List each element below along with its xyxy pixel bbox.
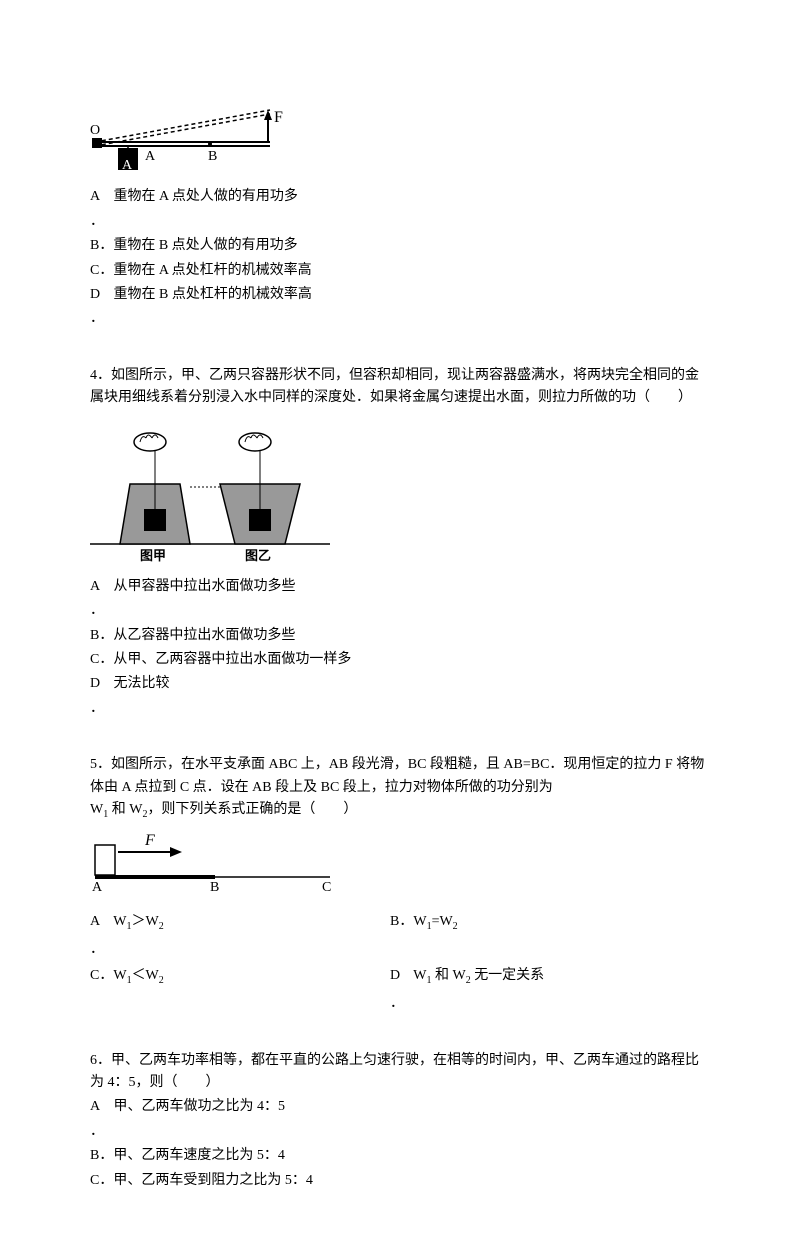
svg-text:A: A: [92, 880, 103, 895]
q6-option-c: C．甲、乙两车受到阻力之比为 5：4: [90, 1170, 710, 1192]
q5-option-a: A W1＞W2: [90, 911, 390, 935]
option-text: 从甲容器中拉出水面做功多些: [114, 579, 296, 594]
q4-figure: 图甲 图乙: [90, 414, 710, 572]
page-content: O A A B F A 重物在 A 点处人做的有用功多 ． B．重物在 B 点处…: [0, 0, 800, 1234]
svg-text:图乙: 图乙: [245, 548, 271, 563]
svg-text:A: A: [145, 149, 156, 164]
q4-option-d: D 无法比较: [90, 673, 710, 695]
option-text: W1 和 W2 无一定关系: [413, 968, 544, 983]
option-label: D: [90, 284, 110, 306]
q5-options-row2: C．W1＜W2 D W1 和 W2 无一定关系: [90, 963, 710, 991]
q3-option-c: C．重物在 A 点处杠杆的机械效率高: [90, 260, 710, 282]
option-label: A: [90, 576, 110, 598]
svg-text:C: C: [322, 880, 331, 895]
q6-stem: 6．甲、乙两车功率相等，都在平直的公路上匀速行驶，在相等的时间内，甲、乙两车通过…: [90, 1050, 710, 1095]
option-label: A: [90, 186, 110, 208]
svg-text:B: B: [208, 149, 217, 164]
option-text: W1＞W2: [113, 914, 163, 929]
q3-option-d-dot: ．: [90, 308, 710, 330]
q3-option-d: D 重物在 B 点处杠杆的机械效率高: [90, 284, 710, 306]
q5-figure: F A B C: [90, 827, 710, 905]
q5-option-c: C．W1＜W2: [90, 965, 390, 989]
svg-text:O: O: [90, 123, 100, 138]
svg-text:B: B: [210, 880, 219, 895]
q4-option-a-dot: ．: [90, 600, 710, 622]
q5-option-d-dot-row: ．: [90, 991, 710, 1017]
option-label: A: [90, 1096, 110, 1118]
option-text: 甲、乙两车做功之比为 4：5: [114, 1099, 286, 1114]
option-label: D: [390, 965, 410, 987]
option-text: 重物在 B 点处杠杆的机械效率高: [114, 287, 312, 302]
q5-stem: 5．如图所示，在水平支承面 ABC 上，AB 段光滑，BC 段粗糙，且 AB=B…: [90, 754, 710, 823]
option-label: D: [90, 673, 110, 695]
svg-text:图甲: 图甲: [140, 548, 166, 563]
svg-text:A: A: [122, 158, 133, 173]
q3-figure: O A A B F: [90, 94, 710, 182]
q6-option-a: A 甲、乙两车做功之比为 4：5: [90, 1096, 710, 1118]
q5-option-d: D W1 和 W2 无一定关系: [390, 965, 710, 989]
svg-text:F: F: [274, 109, 283, 126]
q3-option-a-dot: ．: [90, 211, 710, 233]
q5-option-b: B．W1=W2: [390, 911, 710, 935]
q4-stem: 4．如图所示，甲、乙两只容器形状不同，但容积却相同，现让两容器盛满水，将两块完全…: [90, 365, 710, 410]
q6-option-b: B．甲、乙两车速度之比为 5：4: [90, 1145, 710, 1167]
q3-option-a: A 重物在 A 点处人做的有用功多: [90, 186, 710, 208]
q3-option-b: B．重物在 B 点处人做的有用功多: [90, 235, 710, 257]
option-label: A: [90, 911, 110, 933]
q4-option-a: A 从甲容器中拉出水面做功多些: [90, 576, 710, 598]
svg-text:F: F: [144, 832, 155, 849]
option-text: 重物在 A 点处人做的有用功多: [114, 189, 298, 204]
q4-option-c: C．从甲、乙两容器中拉出水面做功一样多: [90, 649, 710, 671]
q4-option-d-dot: ．: [90, 698, 710, 720]
q5-options-row1: A W1＞W2 B．W1=W2: [90, 909, 710, 937]
option-text: 无法比较: [114, 676, 170, 691]
q5-option-a-dot: ．: [90, 939, 710, 961]
q4-option-b: B．从乙容器中拉出水面做功多些: [90, 625, 710, 647]
